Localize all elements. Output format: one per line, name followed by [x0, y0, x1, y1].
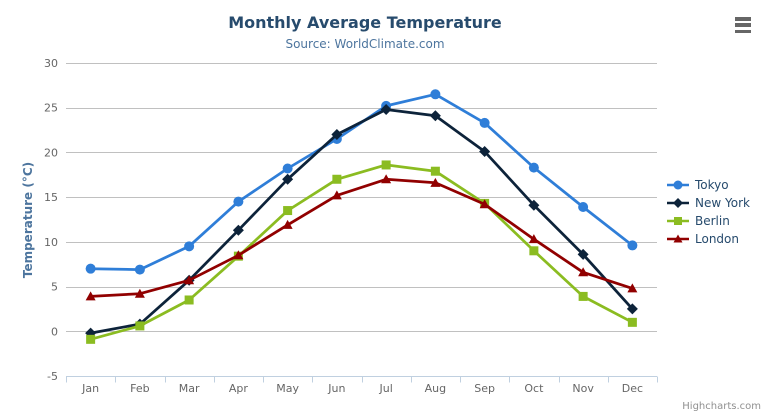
data-point-berlin-Mar[interactable]	[184, 295, 194, 305]
x-axis-tick-label: Jul	[378, 382, 392, 395]
legend-label: Berlin	[695, 214, 730, 228]
data-point-new-york-Dec[interactable]	[626, 303, 638, 315]
data-point-new-york-Nov[interactable]	[577, 248, 589, 260]
data-point-london-Oct[interactable]	[528, 234, 539, 244]
legend-item-berlin[interactable]: Berlin	[666, 212, 750, 230]
data-point-new-york-Aug[interactable]	[429, 110, 441, 122]
legend-item-tokyo[interactable]: Tokyo	[666, 176, 750, 194]
data-point-new-york-Jul[interactable]	[380, 104, 392, 116]
hamburger-menu-icon	[735, 23, 751, 27]
y-axis-title: Temperature (°C)	[21, 161, 35, 279]
data-point-london-Aug[interactable]	[430, 177, 441, 187]
y-axis-tick-label: 30	[44, 57, 58, 70]
legend-marker-square-icon	[667, 217, 689, 225]
data-point-berlin-Jan[interactable]	[86, 334, 96, 344]
x-axis-tick-label: Jun	[327, 382, 345, 395]
data-point-new-york-Jun[interactable]	[331, 129, 343, 141]
data-point-berlin-Aug[interactable]	[430, 166, 440, 176]
series-tokyo	[85, 89, 638, 275]
y-axis-tick-label: -5	[47, 370, 58, 383]
x-axis-tick-label: May	[276, 382, 299, 395]
x-axis-tick-label: Aug	[425, 382, 446, 395]
hamburger-menu-icon	[735, 17, 751, 21]
chart-legend: Tokyo New York Berlin London	[666, 176, 750, 248]
data-point-london-Nov[interactable]	[578, 267, 589, 277]
data-point-london-Jul[interactable]	[381, 174, 392, 184]
data-point-tokyo-Nov[interactable]	[578, 201, 589, 212]
data-point-london-May[interactable]	[282, 219, 293, 229]
x-axis-tick-label: Dec	[622, 382, 643, 395]
y-axis-tick-label: 5	[51, 281, 58, 294]
data-point-berlin-Nov[interactable]	[578, 291, 588, 301]
hamburger-menu-icon	[735, 29, 751, 33]
y-axis-tick-label: 25	[44, 102, 58, 115]
x-axis-tick-label: Sep	[474, 382, 495, 395]
legend-label: London	[695, 232, 739, 246]
data-point-london-Jan[interactable]	[85, 291, 96, 301]
series-new-york	[85, 104, 638, 339]
x-axis-tick-label: Nov	[572, 382, 594, 395]
legend-marker-diamond-icon	[667, 198, 689, 208]
legend-marker-shape	[673, 234, 683, 243]
legend-label: New York	[695, 196, 750, 210]
legend-marker-shape	[673, 198, 683, 208]
data-point-new-york-Sep[interactable]	[479, 146, 491, 158]
data-point-tokyo-Jan[interactable]	[85, 263, 96, 274]
legend-marker-triangle-icon	[667, 234, 689, 243]
y-axis-tick-label: 10	[44, 236, 58, 249]
data-point-berlin-May[interactable]	[283, 206, 293, 216]
data-point-london-Feb[interactable]	[134, 288, 145, 298]
x-axis-tick-label: Mar	[179, 382, 200, 395]
data-point-london-Apr[interactable]	[233, 250, 244, 260]
x-axis-tick-label: Feb	[130, 382, 149, 395]
x-axis-tick-label: Apr	[229, 382, 249, 395]
data-point-tokyo-Aug[interactable]	[430, 89, 441, 100]
legend-marker-shape	[673, 180, 683, 190]
data-point-tokyo-Sep[interactable]	[479, 117, 490, 128]
legend-item-new-york[interactable]: New York	[666, 194, 750, 212]
x-axis-tick-label: Jan	[81, 382, 99, 395]
data-point-tokyo-Dec[interactable]	[627, 240, 638, 251]
legend-label: Tokyo	[695, 178, 729, 192]
y-axis-tick-label: 0	[51, 325, 58, 338]
series-line-new-york[interactable]	[89, 108, 634, 335]
x-axis-tick-label: Oct	[524, 382, 544, 395]
data-point-berlin-Jul[interactable]	[381, 160, 391, 170]
legend-marker-circle-icon	[667, 180, 689, 190]
chart-title: Monthly Average Temperature	[228, 13, 502, 32]
series-line-berlin[interactable]	[89, 163, 634, 341]
data-point-tokyo-Apr[interactable]	[233, 196, 244, 207]
data-point-london-Dec[interactable]	[627, 283, 638, 293]
data-point-london-Mar[interactable]	[184, 275, 195, 285]
data-point-berlin-Oct[interactable]	[529, 246, 539, 256]
chart-context-menu-button[interactable]	[732, 15, 754, 35]
data-point-tokyo-Mar[interactable]	[184, 241, 195, 252]
data-point-tokyo-Oct[interactable]	[528, 162, 539, 173]
y-axis-tick-label: 15	[44, 191, 58, 204]
legend-item-london[interactable]: London	[666, 230, 750, 248]
series-line-london[interactable]	[89, 177, 634, 298]
data-point-tokyo-May[interactable]	[282, 163, 293, 174]
data-point-london-Sep[interactable]	[479, 199, 490, 209]
chart-subtitle: Source: WorldClimate.com	[285, 37, 445, 51]
y-axis-tick-label: 20	[44, 146, 58, 159]
data-point-berlin-Dec[interactable]	[627, 317, 637, 327]
data-point-london-Jun[interactable]	[331, 190, 342, 200]
data-point-new-york-May[interactable]	[282, 173, 294, 185]
data-point-berlin-Feb[interactable]	[135, 321, 145, 331]
data-point-berlin-Jun[interactable]	[332, 174, 342, 184]
highcharts-credit-link[interactable]: Highcharts.com	[682, 401, 761, 412]
data-point-tokyo-Feb[interactable]	[134, 264, 145, 275]
series-berlin	[86, 160, 637, 344]
series-london	[85, 174, 638, 301]
data-point-new-york-Oct[interactable]	[528, 199, 540, 211]
legend-marker-shape	[674, 217, 682, 225]
data-point-new-york-Apr[interactable]	[232, 224, 244, 236]
